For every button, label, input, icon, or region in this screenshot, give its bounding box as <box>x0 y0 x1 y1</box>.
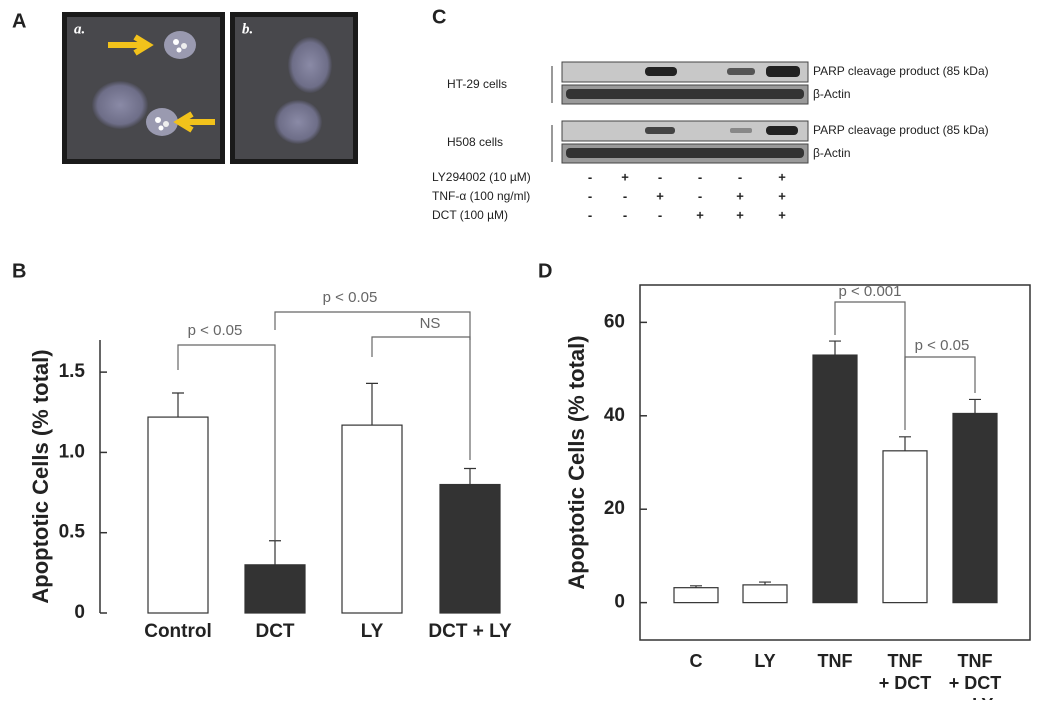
y-tick-label: 0.5 <box>59 522 86 543</box>
error-bar <box>829 340 841 356</box>
x-tick-label: DCT + LY <box>428 621 512 642</box>
bar <box>742 584 788 604</box>
treatment-sign: - <box>658 207 662 222</box>
y-tick-label: 0 <box>74 602 85 623</box>
x-tick-label: LY <box>361 621 384 642</box>
treatment-sign: + <box>778 169 786 184</box>
x-tick-label: + LY <box>957 695 994 700</box>
treatment-sign: + <box>778 207 786 222</box>
micrograph-b: b. <box>230 12 358 164</box>
bar <box>341 424 403 614</box>
y-tick-label: 1.0 <box>59 441 85 462</box>
significance-bracket <box>371 336 471 460</box>
treatment-sign: + <box>736 207 744 222</box>
treatment-sign: - <box>738 169 742 184</box>
bar <box>673 587 719 604</box>
significance-bracket <box>274 311 471 340</box>
y-axis-label: Apoptotic Cells (% total) <box>28 349 53 603</box>
cell-line-label: HT-29 cells <box>447 77 507 91</box>
x-tick-label: + DCT <box>949 673 1002 693</box>
significance-bracket <box>904 356 976 393</box>
treatment-sign: - <box>658 169 662 184</box>
panel-letter: A <box>12 10 26 32</box>
bar <box>952 412 998 604</box>
x-tick-label: LY <box>754 651 775 671</box>
western-blot <box>551 61 809 164</box>
significance-bracket <box>177 344 276 540</box>
bar <box>244 564 306 614</box>
treatment-sign: - <box>588 207 592 222</box>
error-bar <box>759 581 771 585</box>
bar <box>147 416 209 614</box>
error-bar <box>899 436 911 451</box>
treatment-sign: - <box>623 207 627 222</box>
treatment-sign: - <box>698 188 702 203</box>
x-tick-label: Control <box>144 621 212 642</box>
band-label: β-Actin <box>813 146 851 160</box>
y-tick-label: 20 <box>604 498 625 519</box>
band-label: PARP cleavage product (85 kDa) <box>813 123 989 137</box>
x-tick-label: DCT <box>255 621 294 642</box>
y-axis-label: Apoptotic Cells (% total) <box>564 335 589 589</box>
error-bar <box>366 382 378 426</box>
significance-label: p < 0.05 <box>323 289 378 306</box>
panel-letter: D <box>538 260 552 282</box>
panel-letter: B <box>12 260 26 282</box>
error-bar <box>464 467 476 485</box>
image-label: b. <box>242 21 253 37</box>
bar <box>439 483 501 614</box>
x-tick-label: C <box>690 651 703 671</box>
treatment-label: DCT (100 µM) <box>432 208 508 222</box>
treatment-sign: + <box>736 188 744 203</box>
error-bar <box>269 540 281 565</box>
error-bar <box>172 392 184 418</box>
image-label: a. <box>74 21 85 37</box>
treatment-sign: - <box>698 169 702 184</box>
x-tick-label: TNF <box>888 651 923 671</box>
x-tick-label: TNF <box>818 651 853 671</box>
y-tick-label: 1.5 <box>59 361 86 382</box>
significance-label: NS <box>420 315 441 332</box>
bar <box>882 450 928 604</box>
treatment-sign: + <box>656 188 664 203</box>
cell-line-label: H508 cells <box>447 135 503 149</box>
y-tick-label: 40 <box>604 405 625 426</box>
significance-label: p < 0.001 <box>839 283 902 300</box>
y-tick-label: 60 <box>604 311 625 332</box>
treatment-label: LY294002 (10 µM) <box>432 170 531 184</box>
treatment-sign: - <box>588 169 592 184</box>
treatment-sign: + <box>621 169 629 184</box>
error-bar <box>969 398 981 414</box>
x-tick-label: + DCT <box>879 673 932 693</box>
band-label: β-Actin <box>813 87 851 101</box>
panel-letter: C <box>432 6 446 28</box>
significance-label: p < 0.05 <box>188 322 243 339</box>
plot-frame <box>639 284 1031 641</box>
band-label: PARP cleavage product (85 kDa) <box>813 64 989 78</box>
micrograph-a: a. <box>62 12 225 164</box>
treatment-sign: + <box>778 188 786 203</box>
y-tick-label: 0 <box>614 592 625 613</box>
treatment-sign: + <box>696 207 704 222</box>
treatment-label: TNF-α (100 ng/ml) <box>432 189 530 203</box>
treatment-sign: - <box>623 188 627 203</box>
treatment-sign: - <box>588 188 592 203</box>
error-bar <box>690 585 702 588</box>
significance-label: p < 0.05 <box>915 337 970 354</box>
bar <box>812 354 858 604</box>
x-tick-label: TNF <box>958 651 993 671</box>
